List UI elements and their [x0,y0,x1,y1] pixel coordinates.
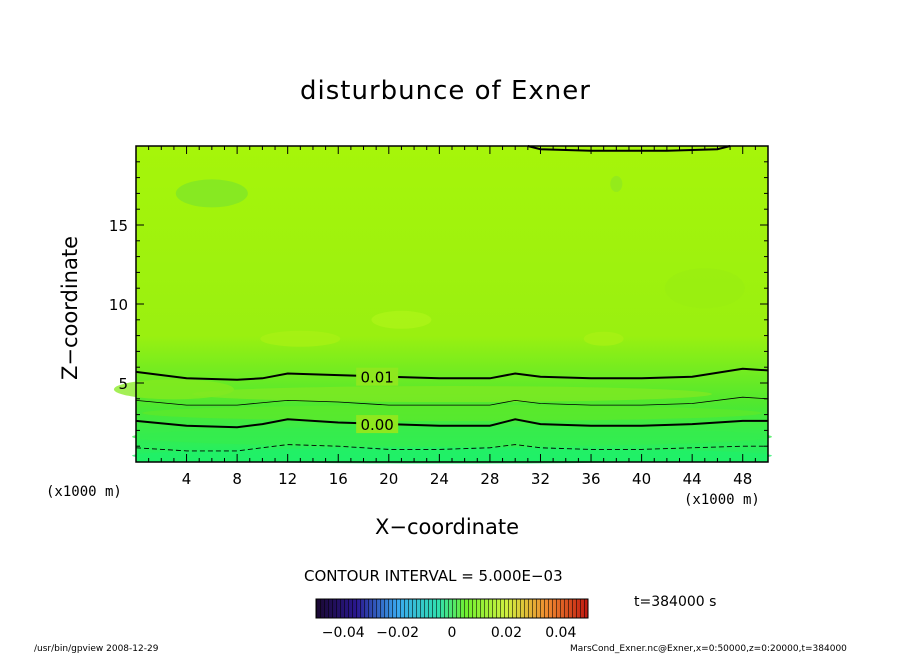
colorbar-tick-label: 0.04 [545,625,576,641]
field-shade [132,426,772,447]
time-label: t=384000 s [634,594,717,610]
x-axis-label: X−coordinate [375,515,519,539]
contour-label: 0.01 [360,369,393,387]
field-shade [583,331,624,346]
contour-interval-note: CONTOUR INTERVAL = 5.000E−03 [304,567,563,585]
colorbar-frame [315,598,589,619]
x-tick-label: 28 [480,470,499,488]
field-shade [192,386,712,403]
x-tick-label: 40 [632,470,651,488]
contour-label-bg [356,415,399,434]
contour-line [135,444,768,452]
x-tick-label: 20 [379,470,398,488]
field-shade [371,310,432,329]
contour-label-bg [356,367,399,386]
y-tick-label: 5 [118,375,128,393]
field-shade [610,175,623,192]
footer-left: /usr/bin/gpview 2008-12-29 [34,644,159,654]
contour-line [135,367,769,381]
x-tick-label: 4 [182,470,192,488]
y-tick-label: 10 [109,296,128,314]
colorbar-tick-label: 0.02 [491,625,522,641]
footer-right: MarsCond_Exner.nc@Exner,x=0:50000,z=0:20… [570,644,847,654]
x-unit-label-right: (x1000 m) [684,492,760,508]
colorbar-tick-label: −0.04 [322,625,365,641]
colorbar-tick-label: −0.02 [376,625,419,641]
x-tick-label: 16 [329,470,348,488]
x-tick-label: 48 [733,470,752,488]
contour-line [527,145,731,152]
contour-label: 0.00 [360,416,393,434]
y-axis-label: Z−coordinate [58,236,82,380]
field-shade [664,268,745,309]
x-tick-label: 44 [683,470,702,488]
contour-line [135,396,769,406]
y-tick-label: 15 [109,217,128,235]
field-shade [132,447,772,464]
x-tick-label: 32 [531,470,550,488]
chart-title: disturbunce of Exner [300,76,591,106]
x-tick-label: 24 [430,470,449,488]
contour-line [135,418,768,429]
field-shade [142,405,762,422]
x-tick-label: 8 [232,470,242,488]
x-tick-label: 36 [581,470,600,488]
field-shade [175,179,248,208]
colorbar-stripes [316,599,588,618]
x-tick-label: 12 [278,470,297,488]
colorbar-tick-label: 0 [448,625,457,641]
field-shade [260,330,341,347]
x-unit-label-left: (x1000 m) [46,484,122,500]
